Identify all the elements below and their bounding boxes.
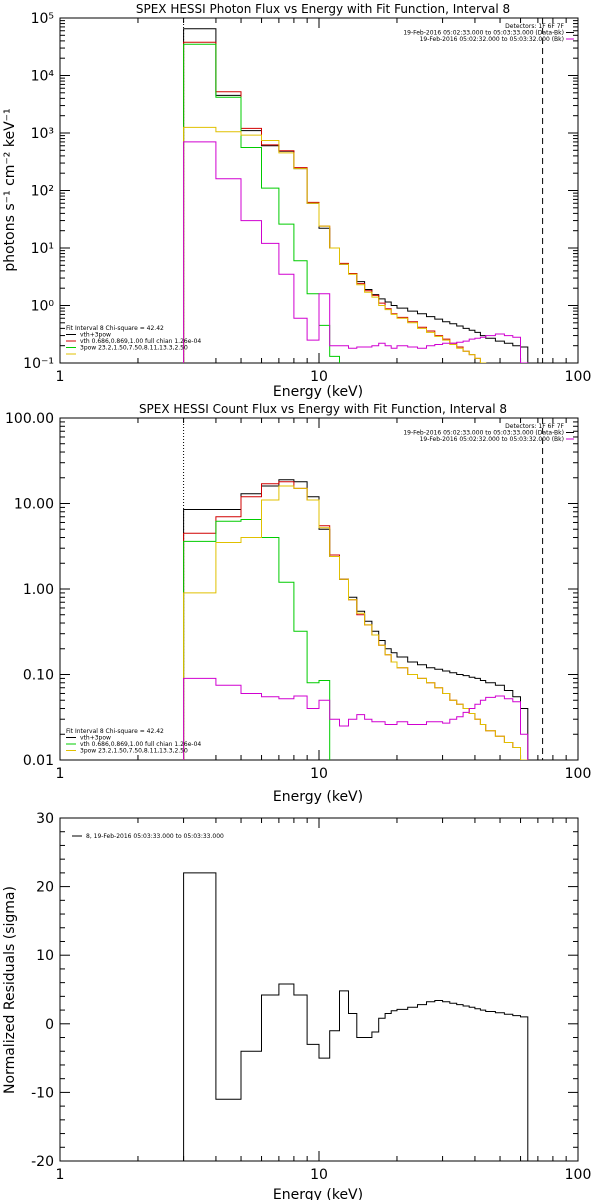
count-flux-panel: SPEX HESSI Count Flux vs Energy with Fit… bbox=[5, 402, 591, 805]
y-tick-label: 30 bbox=[36, 811, 54, 827]
info-text-line: 19-Feb-2016 05:02:33.000 to 05:03:33.000… bbox=[403, 30, 564, 37]
series-line-vth-3pow bbox=[183, 481, 529, 760]
residuals-y-axis-label: Normalized Residuals (sigma) bbox=[2, 886, 18, 1094]
count-flux-series bbox=[183, 479, 529, 760]
residuals-plot-frame bbox=[59, 817, 579, 1162]
y-tick-label: 10 bbox=[36, 948, 54, 964]
info-text-line: 19-Feb-2016 05:02:32.000 to 05:03:32.000… bbox=[420, 436, 564, 443]
photon-flux-panel: SPEX HESSI Photon Flux vs Energy with Fi… bbox=[2, 2, 591, 400]
y-tick-label: -10 bbox=[31, 1085, 54, 1101]
info-text-line: 19-Feb-2016 05:02:32.000 to 05:03:32.000… bbox=[420, 36, 564, 43]
count-flux-title: SPEX HESSI Count Flux vs Energy with Fit… bbox=[139, 402, 507, 416]
residuals-panel: Energy (keV) Normalized Residuals (sigma… bbox=[2, 811, 591, 1200]
y-tick-label: 0 bbox=[45, 1017, 54, 1033]
y-tick-label: 10.00 bbox=[14, 497, 54, 513]
residuals-series bbox=[183, 872, 529, 1161]
series-line-vth-0-686-0-869-1-00-full-chian-1-26e-04 bbox=[183, 519, 331, 760]
legend-item: vth 0.686,0.869,1.00 full chian 1.26e-04 bbox=[80, 741, 201, 748]
series-line-bk bbox=[183, 141, 529, 363]
series-line-bk bbox=[183, 677, 529, 760]
y-tick-label: 10⁰ bbox=[31, 299, 55, 315]
y-tick-label: 0.10 bbox=[23, 668, 54, 684]
y-tick-label: 10² bbox=[31, 184, 54, 200]
y-tick-label: 10³ bbox=[31, 126, 54, 142]
count-flux-legend: Fit Interval 8 Chi-square = 42.42vth+3po… bbox=[66, 728, 201, 755]
series-line-data-bk bbox=[183, 479, 529, 760]
count-flux-tick-labels: 1 10 100 0.01 0.10 1.00 10.00 100.00 bbox=[5, 411, 591, 782]
y-tick-label: 20 bbox=[36, 880, 54, 896]
series-line-residuals bbox=[183, 872, 529, 1161]
y-tick-label: 10⁴ bbox=[31, 69, 55, 85]
count-flux-range-lines bbox=[183, 418, 544, 760]
y-tick-label: 10⁵ bbox=[31, 11, 54, 27]
legend-item: Fit Interval 8 Chi-square = 42.42 bbox=[66, 728, 164, 735]
photon-flux-series bbox=[183, 28, 529, 363]
residuals-x-axis-label: Energy (keV) bbox=[273, 1187, 363, 1200]
photon-flux-ticks bbox=[59, 17, 579, 364]
legend-item: 3pow 23.2,1.50,7.50,8.11,13.3,2.50 bbox=[80, 345, 188, 352]
info-text-line: Detectors: 1F 6F 7F bbox=[505, 423, 564, 430]
series-line-3pow-23-2-1-50-7-50-8-11-13-3-2-50 bbox=[183, 126, 487, 363]
x-tick-label: 10 bbox=[310, 766, 328, 782]
legend-item: vth 0.686,0.869,1.00 full chian 1.26e-04 bbox=[80, 338, 201, 345]
series-line-3pow-23-2-1-50-7-50-8-11-13-3-2-50 bbox=[183, 485, 529, 760]
photon-flux-x-axis-label: Energy (keV) bbox=[273, 384, 363, 400]
x-tick-label: 1 bbox=[56, 369, 65, 385]
residuals-ticks bbox=[59, 817, 579, 1162]
series-line-data-bk bbox=[183, 28, 529, 363]
info-text-line: Detectors: 1F 6F 7F bbox=[505, 23, 564, 30]
photon-flux-tick-labels: 1 10 100 10⁻¹ 10⁰ 10¹ 10² 10³ 10⁴ 10⁵ bbox=[23, 11, 591, 385]
y-tick-label: 1.00 bbox=[23, 582, 54, 598]
y-tick-label: -20 bbox=[31, 1154, 54, 1170]
legend-item: 8, 19-Feb-2016 05:03:33.000 to 05:03:33.… bbox=[86, 833, 224, 840]
series-line-vth-3pow bbox=[183, 41, 487, 363]
series-line-vth-0-686-0-869-1-00-full-chian-1-26e-04 bbox=[183, 43, 340, 363]
residuals-tick-labels: 1 10 100 -20 -10 0 10 20 30 bbox=[31, 811, 591, 1183]
x-tick-label: 100 bbox=[565, 369, 592, 385]
photon-flux-legend: Fit Interval 8 Chi-square = 42.42vth+3po… bbox=[66, 325, 201, 355]
x-tick-label: 1 bbox=[56, 1167, 65, 1183]
legend-item: vth+3pow bbox=[80, 332, 111, 339]
x-tick-label: 100 bbox=[565, 1167, 592, 1183]
legend-item: vth+3pow bbox=[80, 735, 111, 742]
photon-flux-title: SPEX HESSI Photon Flux vs Energy with Fi… bbox=[136, 2, 510, 16]
x-tick-label: 10 bbox=[310, 369, 328, 385]
legend-item: Fit Interval 8 Chi-square = 42.42 bbox=[66, 325, 164, 332]
y-tick-label: 100.00 bbox=[5, 411, 54, 427]
photon-flux-y-axis-label: photons s⁻¹ cm⁻² keV⁻¹ bbox=[2, 108, 18, 271]
info-text-line: 19-Feb-2016 05:02:33.000 to 05:03:33.000… bbox=[403, 430, 564, 437]
x-tick-label: 100 bbox=[565, 766, 592, 782]
y-tick-label: 10¹ bbox=[31, 241, 54, 257]
legend-item: 3pow 23.2,1.50,7.50,8.11,13.3,2.50 bbox=[80, 748, 188, 755]
photon-flux-range-lines bbox=[183, 18, 544, 363]
y-tick-label: 10⁻¹ bbox=[23, 356, 54, 372]
x-tick-label: 1 bbox=[56, 766, 65, 782]
residuals-legend: 8, 19-Feb-2016 05:03:33.000 to 05:03:33.… bbox=[72, 833, 224, 840]
count-flux-ticks bbox=[59, 417, 579, 761]
x-tick-label: 10 bbox=[310, 1167, 328, 1183]
y-tick-label: 0.01 bbox=[23, 753, 54, 769]
count-flux-x-axis-label: Energy (keV) bbox=[273, 789, 363, 805]
